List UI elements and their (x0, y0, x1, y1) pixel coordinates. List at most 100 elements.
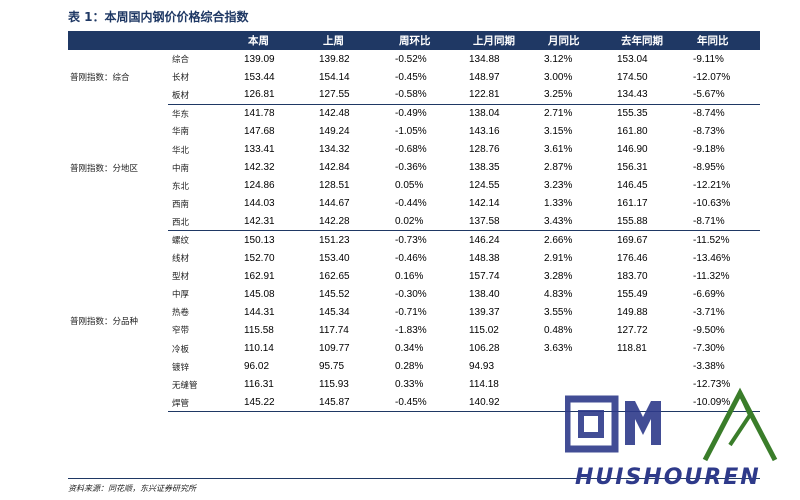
cell-value: 4.83% (544, 288, 573, 300)
table-row: 板材 126.81 127.55 -0.58% 122.81 3.25% 134.43 -5.… (68, 86, 760, 105)
cell-value: -8.71% (687, 212, 760, 232)
cell-value: -1.83% (395, 324, 427, 336)
source-note: 资料来源：同花顺，东兴证券研究所 (68, 478, 760, 494)
cell-value: 134.88 (469, 53, 500, 65)
cell-value: -0.45% (395, 71, 427, 83)
row-label: 长材 (172, 73, 190, 84)
table-row: 华南 147.68 149.24 -1.05% 143.16 3.15% 161.80 -8.… (68, 122, 760, 140)
cell-value: 116.31 (244, 379, 274, 391)
cell-value: 174.50 (617, 71, 648, 83)
table-row: 华北 133.41 134.32 -0.68% 128.76 3.61% 146.90 -9.… (68, 140, 760, 158)
cell-value: 145.34 (319, 306, 350, 318)
cell-value: 151.23 (319, 234, 350, 246)
cell-value: 3.00% (544, 71, 573, 83)
cell-value: 96.02 (244, 361, 270, 373)
cell-value: 3.43% (538, 212, 611, 232)
table-row: 西北 142.31 142.28 0.02% 137.58 3.43% 155.88 -8.7… (68, 212, 760, 232)
cell-value: 142.31 (238, 212, 313, 232)
cell-value: -9.18% (693, 144, 725, 156)
cell-value: -12.73% (693, 379, 731, 391)
group-label: 普刚指数：综合 (70, 73, 130, 84)
row-label: 中南 (172, 163, 190, 174)
row-label: 华东 (172, 109, 190, 120)
cell-value: -3.38% (693, 361, 725, 373)
cell-value (611, 376, 687, 394)
cell-value: 115.58 (244, 324, 274, 336)
cell-value: 3.55% (544, 306, 573, 318)
cell-value: -11.52% (693, 234, 730, 246)
cell-value: 0.33% (395, 379, 424, 391)
cell-value: 144.31 (244, 306, 275, 318)
cell-value: -10.63% (693, 198, 731, 210)
table-title: 表 1：本周国内钢价价格综合指数 (68, 10, 249, 24)
cell-value: -0.52% (395, 53, 427, 65)
cell-value: 161.80 (617, 125, 648, 137)
cell-value: 110.14 (244, 343, 274, 355)
cell-value: 148.38 (469, 252, 500, 264)
header-month-change: 月同比 (548, 35, 580, 47)
cell-value: 2.66% (544, 234, 573, 246)
cell-value: -0.44% (395, 198, 427, 210)
cell-value: 183.70 (617, 270, 648, 282)
cell-value: -11.32% (693, 270, 730, 282)
cell-value: 106.28 (469, 343, 500, 355)
cell-value: 124.55 (469, 180, 500, 192)
cell-value (611, 358, 687, 376)
cell-value: 3.15% (544, 125, 573, 137)
cell-value: 141.78 (244, 108, 275, 120)
table-row: 普刚指数：分地区 华东 141.78 142.48 -0.49% 138.04 2.71% 1… (68, 104, 760, 174)
cell-value: 124.86 (244, 180, 275, 192)
table-row: 热卷 144.31 145.34 -0.71% 139.37 3.55% 149.88 -3.… (68, 303, 760, 321)
cell-value: -1.05% (395, 125, 427, 137)
cell-value: 142.32 (244, 162, 275, 174)
cell-value: 148.97 (469, 71, 500, 83)
cell-value: -0.49% (395, 108, 427, 120)
cell-value: -10.09% (687, 393, 760, 413)
cell-value: 145.52 (319, 288, 350, 300)
cell-value: 169.67 (617, 234, 648, 246)
cell-value: -3.71% (693, 306, 725, 318)
cell-value: 138.35 (469, 162, 500, 174)
table-row: 普刚指数：分品种 螺纹 150.13 151.23 -0.73% 146.24 2.66% 1… (68, 231, 760, 328)
cell-value: 146.90 (617, 144, 648, 156)
row-label: 镀锌 (172, 362, 190, 373)
header-last-month: 上月同期 (473, 35, 515, 47)
table-row: 东北 124.86 128.51 0.05% 124.55 3.23% 146.45 -12.… (68, 177, 760, 195)
row-label: 西南 (172, 199, 190, 210)
cell-value: 138.40 (469, 288, 500, 300)
cell-value (538, 393, 611, 413)
cell-value: 139.82 (319, 53, 350, 65)
row-label: 冷板 (172, 344, 190, 355)
header-week-change: 周环比 (399, 35, 431, 47)
cell-value: 153.44 (244, 71, 275, 83)
cell-value: 127.72 (617, 324, 648, 336)
cell-value: 153.04 (617, 53, 648, 65)
cell-value: 153.40 (319, 252, 350, 264)
row-label: 型材 (172, 272, 190, 283)
cell-value: 0.48% (544, 324, 573, 336)
row-label: 华北 (172, 145, 190, 156)
row-label: 西北 (168, 212, 238, 232)
cell-value: 2.71% (544, 108, 573, 120)
cell-value: 126.81 (238, 86, 313, 105)
cell-value: 3.63% (544, 343, 573, 355)
cell-value: -0.30% (395, 288, 427, 300)
cell-value: 1.33% (544, 198, 573, 210)
cell-value (538, 376, 611, 394)
header-this-week: 本周 (248, 35, 269, 47)
cell-value: 142.48 (319, 108, 350, 120)
cell-value: 147.68 (244, 125, 275, 137)
cell-value: 142.84 (319, 162, 350, 174)
table-row: 线材 152.70 153.40 -0.46% 148.38 2.91% 176.46 -13… (68, 249, 760, 267)
table-row: 无缝管 116.31 115.93 0.33% 114.18 -12.73% (68, 376, 760, 394)
header-blank-sub (168, 31, 238, 50)
cell-value: 139.37 (469, 306, 500, 318)
cell-value: -8.73% (693, 125, 725, 137)
header-last-year: 去年同期 (621, 35, 663, 47)
cell-value: 156.31 (617, 162, 648, 174)
row-label: 华南 (172, 127, 190, 138)
cell-value: -9.11% (693, 53, 724, 65)
row-label: 无缝管 (172, 380, 198, 391)
group-label: 普刚指数：分品种 (70, 317, 139, 328)
cell-value: 0.05% (395, 180, 424, 192)
